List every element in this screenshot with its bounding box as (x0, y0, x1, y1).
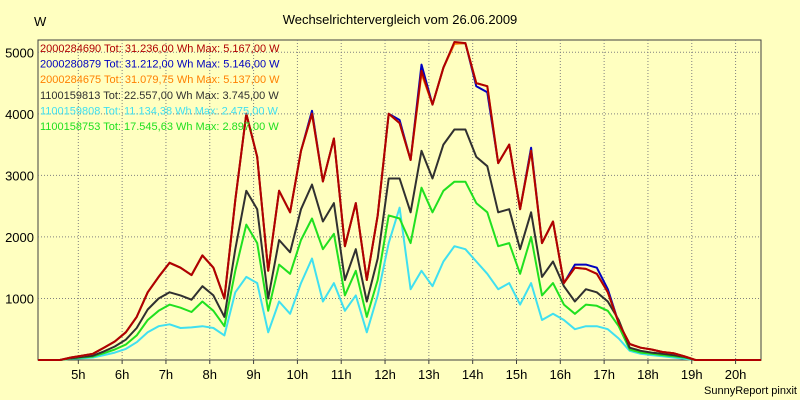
x-tick-label: 5h (71, 367, 85, 382)
series-lines (38, 41, 762, 361)
series-line-1100159808 (38, 206, 762, 361)
y-tick-label: 4000 (5, 107, 34, 122)
legend-entry-2000280879: 2000280879 Tot: 31.212,00 Wh Max: 5.146,… (40, 59, 280, 71)
y-tick-label: 3000 (5, 168, 34, 183)
legend: 2000284690 Tot: 31.236,00 Wh Max: 5.167,… (40, 43, 280, 133)
x-tick-label: 11h (331, 367, 352, 382)
x-tick-label: 15h (506, 367, 528, 382)
y-axis-ticks: 1000 2000 3000 4000 5000 (5, 45, 34, 306)
x-tick-label: 16h (549, 367, 571, 382)
series-line-1100159813 (38, 128, 762, 361)
legend-entry-1100159808: 1100159808 Tot: 11.134,38 Wh Max: 2.475,… (40, 105, 279, 117)
x-tick-label: 8h (203, 367, 217, 382)
series-line-1100158753 (38, 180, 762, 361)
y-tick-label: 1000 (5, 291, 34, 306)
x-tick-label: 6h (115, 367, 129, 382)
x-tick-label: 17h (593, 367, 615, 382)
x-tick-label: 14h (462, 367, 484, 382)
chart-title: Wechselrichtervergleich vom 26.06.2009 (283, 12, 518, 27)
plot-area (37, 39, 762, 361)
legend-entry-2000284675: 2000284675 Tot: 31.079,75 Wh Max: 5.137,… (40, 74, 280, 86)
y-tick-label: 2000 (5, 230, 34, 245)
x-tick-label: 12h (374, 367, 396, 382)
x-tick-label: 20h (725, 367, 747, 382)
footer-credit: SunnyReport pinxit (704, 385, 797, 397)
legend-entry-2000284690: 2000284690 Tot: 31.236,00 Wh Max: 5.167,… (40, 43, 280, 55)
x-tick-label: 19h (681, 367, 703, 382)
x-tick-label: 18h (637, 367, 659, 382)
legend-entry-1100159813: 1100159813 Tot: 22.557,00 Wh Max: 3.745,… (40, 90, 279, 102)
y-axis-label: W (34, 14, 47, 29)
x-tick-label: 10h (287, 367, 309, 382)
x-tick-label: 7h (159, 367, 173, 382)
x-axis-ticks: 5h 6h 7h 8h 9h 10h 11h 12h 13h 14h 15h 16h 17h 18h 19h… (71, 360, 746, 382)
y-tick-label: 5000 (5, 45, 34, 60)
x-tick-label: 9h (246, 367, 260, 382)
series-line-2000284690 (38, 41, 762, 361)
legend-entry-1100158753: 1100158753 Tot: 17.545,63 Wh Max: 2.897,… (40, 121, 279, 133)
x-tick-label: 13h (418, 367, 440, 382)
